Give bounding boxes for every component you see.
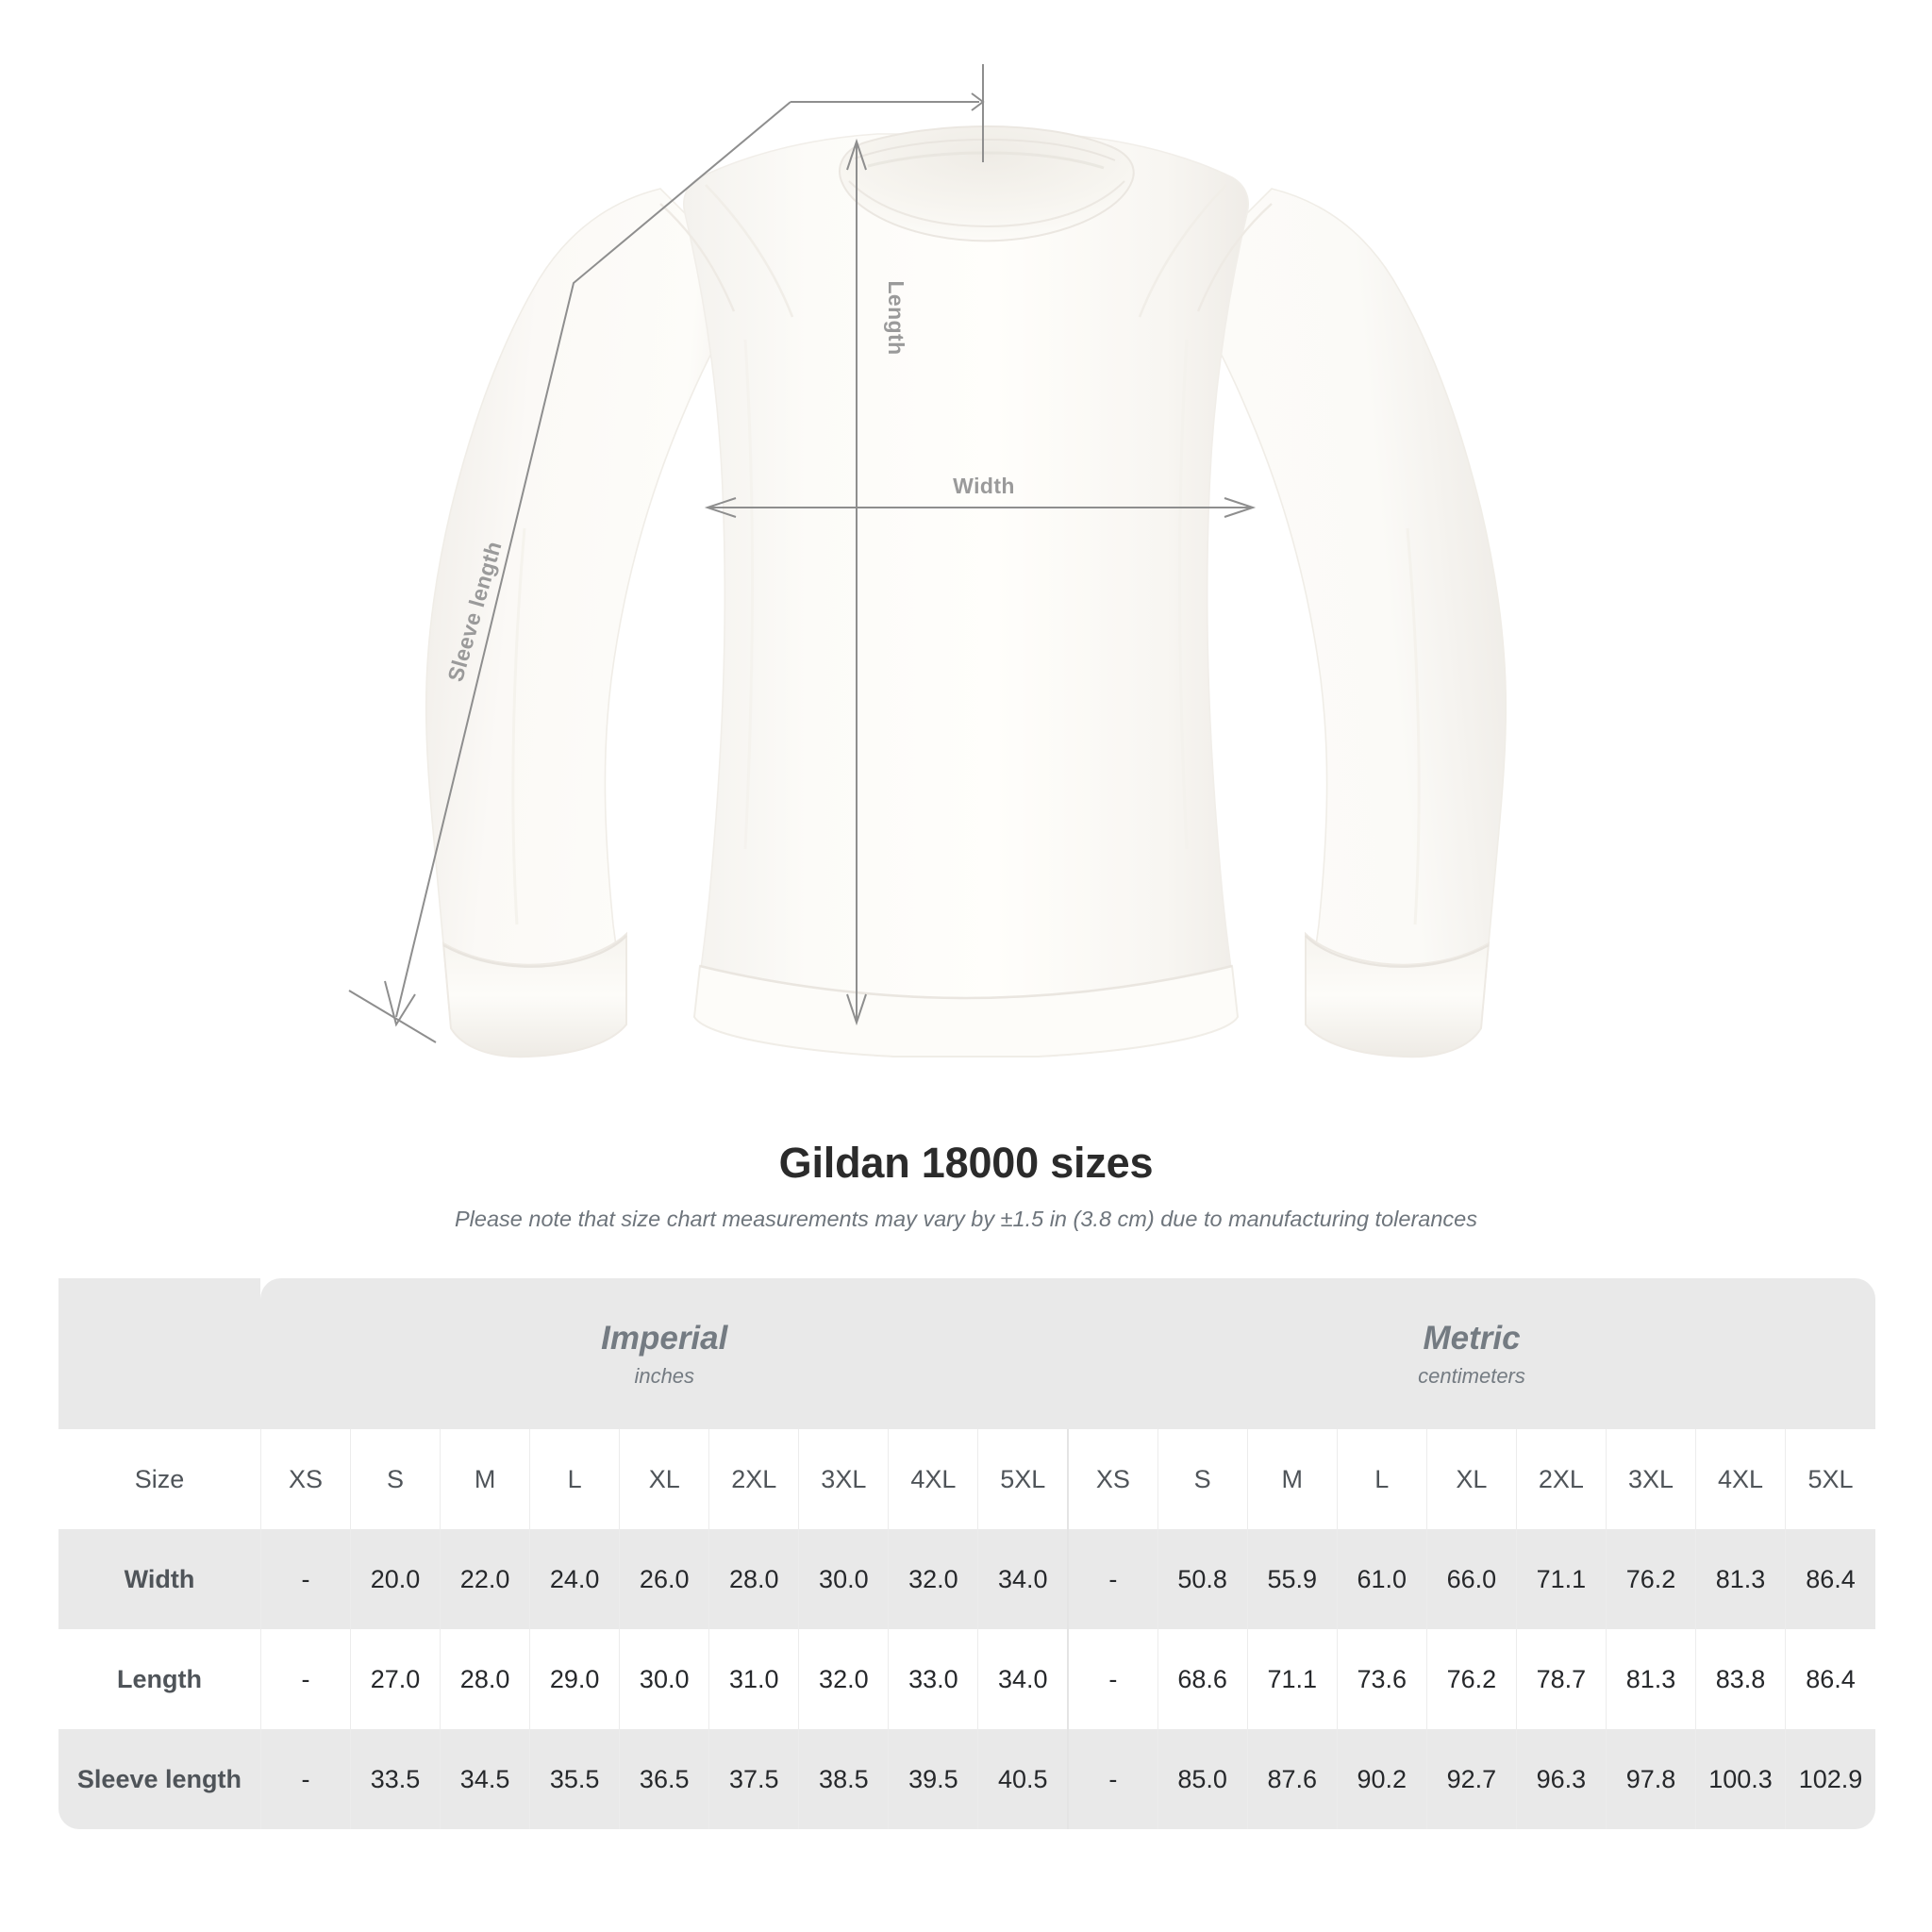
cell-width-metric-xs: - xyxy=(1067,1529,1158,1629)
cell-sleeve-metric-3xl: 97.8 xyxy=(1605,1729,1696,1829)
cell-width-metric-s: 50.8 xyxy=(1157,1529,1248,1629)
size-header-row: Size XS S M L XL 2XL 3XL 4XL 5XL XS S M … xyxy=(58,1429,1875,1529)
table-row: Width - 20.0 22.0 24.0 26.0 28.0 30.0 32… xyxy=(58,1529,1875,1629)
cell-sleeve-metric-5xl: 102.9 xyxy=(1785,1729,1875,1829)
size-col-imperial-l: L xyxy=(529,1429,620,1529)
cell-length-metric-xs: - xyxy=(1067,1629,1158,1729)
size-col-metric-xl: XL xyxy=(1425,1429,1517,1529)
cell-width-imperial-s: 20.0 xyxy=(349,1529,441,1629)
cell-width-imperial-xs: - xyxy=(259,1529,351,1629)
imperial-group-header: Imperial inches xyxy=(260,1278,1069,1429)
size-col-imperial-4xl: 4XL xyxy=(888,1429,978,1529)
cell-sleeve-metric-2xl: 96.3 xyxy=(1515,1729,1607,1829)
cell-length-metric-2xl: 78.7 xyxy=(1515,1629,1607,1729)
cell-sleeve-metric-xs: - xyxy=(1067,1729,1158,1829)
unit-header-row: Imperial inches Metric centimeters xyxy=(58,1278,1875,1429)
row-label-width: Width xyxy=(58,1529,261,1629)
size-col-imperial-xl: XL xyxy=(619,1429,709,1529)
size-col-imperial-xs: XS xyxy=(259,1429,351,1529)
cell-width-imperial-3xl: 30.0 xyxy=(798,1529,889,1629)
size-col-metric-s: S xyxy=(1157,1429,1248,1529)
cell-length-metric-m: 71.1 xyxy=(1246,1629,1338,1729)
cell-length-imperial-xl: 30.0 xyxy=(619,1629,709,1729)
table-row: Sleeve length - 33.5 34.5 35.5 36.5 37.5… xyxy=(58,1729,1875,1829)
size-col-metric-l: L xyxy=(1336,1429,1427,1529)
cell-sleeve-metric-4xl: 100.3 xyxy=(1695,1729,1786,1829)
unit-spacer-cell xyxy=(58,1278,261,1429)
cell-sleeve-metric-s: 85.0 xyxy=(1157,1729,1248,1829)
cell-width-imperial-m: 22.0 xyxy=(440,1529,530,1629)
size-col-metric-2xl: 2XL xyxy=(1515,1429,1607,1529)
garment-diagram: Length Width Sleeve length xyxy=(348,64,1507,1058)
cell-width-imperial-xl: 26.0 xyxy=(619,1529,709,1629)
page-subtitle: Please note that size chart measurements… xyxy=(455,1206,1477,1231)
cell-width-metric-xl: 66.0 xyxy=(1425,1529,1517,1629)
cell-sleeve-metric-xl: 92.7 xyxy=(1425,1729,1517,1829)
cell-sleeve-imperial-4xl: 39.5 xyxy=(888,1729,978,1829)
metric-group-header: Metric centimeters xyxy=(1068,1278,1875,1429)
cell-length-metric-4xl: 83.8 xyxy=(1695,1629,1786,1729)
size-col-imperial-3xl: 3XL xyxy=(798,1429,889,1529)
imperial-sublabel: inches xyxy=(634,1363,695,1388)
metric-sublabel: centimeters xyxy=(1418,1363,1525,1388)
cell-sleeve-imperial-s: 33.5 xyxy=(349,1729,441,1829)
cell-sleeve-imperial-l: 35.5 xyxy=(529,1729,620,1829)
cell-width-metric-3xl: 76.2 xyxy=(1605,1529,1696,1629)
size-table: Imperial inches Metric centimeters Size … xyxy=(58,1278,1875,1829)
cell-width-metric-l: 61.0 xyxy=(1336,1529,1427,1629)
cell-width-metric-4xl: 81.3 xyxy=(1695,1529,1786,1629)
size-col-metric-3xl: 3XL xyxy=(1605,1429,1696,1529)
cell-width-metric-2xl: 71.1 xyxy=(1515,1529,1607,1629)
width-label: Width xyxy=(953,474,1015,498)
cell-width-metric-m: 55.9 xyxy=(1246,1529,1338,1629)
metric-label: Metric xyxy=(1423,1319,1521,1357)
cell-length-metric-5xl: 86.4 xyxy=(1785,1629,1875,1729)
length-label: Length xyxy=(884,280,908,355)
cell-length-imperial-m: 28.0 xyxy=(440,1629,530,1729)
cell-sleeve-metric-l: 90.2 xyxy=(1336,1729,1427,1829)
title-block: Gildan 18000 sizes Please note that size… xyxy=(0,1140,1932,1232)
cell-length-metric-l: 73.6 xyxy=(1336,1629,1427,1729)
sweatshirt-illustration xyxy=(425,125,1507,1058)
cell-length-imperial-3xl: 32.0 xyxy=(798,1629,889,1729)
cell-width-imperial-4xl: 32.0 xyxy=(888,1529,978,1629)
cell-length-imperial-l: 29.0 xyxy=(529,1629,620,1729)
size-table-wrapper: Imperial inches Metric centimeters Size … xyxy=(58,1278,1875,1829)
cell-width-imperial-2xl: 28.0 xyxy=(708,1529,799,1629)
measurement-lines xyxy=(348,64,1257,1043)
cell-sleeve-imperial-5xl: 40.5 xyxy=(977,1729,1069,1829)
cell-length-metric-s: 68.6 xyxy=(1157,1629,1248,1729)
size-col-imperial-m: M xyxy=(440,1429,530,1529)
row-label-length: Length xyxy=(58,1629,261,1729)
cell-sleeve-imperial-m: 34.5 xyxy=(440,1729,530,1829)
cell-sleeve-metric-m: 87.6 xyxy=(1246,1729,1338,1829)
cell-sleeve-imperial-2xl: 37.5 xyxy=(708,1729,799,1829)
imperial-label: Imperial xyxy=(601,1319,728,1357)
size-col-metric-xs: XS xyxy=(1067,1429,1158,1529)
cell-length-imperial-4xl: 33.0 xyxy=(888,1629,978,1729)
cell-sleeve-imperial-xl: 36.5 xyxy=(619,1729,709,1829)
size-header-cell: Size xyxy=(58,1429,261,1529)
cell-sleeve-imperial-xs: - xyxy=(259,1729,351,1829)
cell-width-metric-5xl: 86.4 xyxy=(1785,1529,1875,1629)
row-label-sleeve-length: Sleeve length xyxy=(58,1729,261,1829)
cell-length-imperial-2xl: 31.0 xyxy=(708,1629,799,1729)
table-row: Length - 27.0 28.0 29.0 30.0 31.0 32.0 3… xyxy=(58,1629,1875,1729)
cell-sleeve-imperial-3xl: 38.5 xyxy=(798,1729,889,1829)
size-col-imperial-2xl: 2XL xyxy=(708,1429,799,1529)
size-col-imperial-s: S xyxy=(349,1429,441,1529)
cell-length-imperial-s: 27.0 xyxy=(349,1629,441,1729)
page-title: Gildan 18000 sizes xyxy=(778,1139,1154,1187)
cell-length-metric-3xl: 81.3 xyxy=(1605,1629,1696,1729)
cell-length-imperial-5xl: 34.0 xyxy=(977,1629,1069,1729)
cell-width-imperial-5xl: 34.0 xyxy=(977,1529,1069,1629)
size-col-metric-5xl: 5XL xyxy=(1785,1429,1875,1529)
cell-length-imperial-xs: - xyxy=(259,1629,351,1729)
size-col-metric-4xl: 4XL xyxy=(1695,1429,1786,1529)
cell-width-imperial-l: 24.0 xyxy=(529,1529,620,1629)
cell-length-metric-xl: 76.2 xyxy=(1425,1629,1517,1729)
size-col-metric-m: M xyxy=(1246,1429,1338,1529)
size-col-imperial-5xl: 5XL xyxy=(977,1429,1069,1529)
